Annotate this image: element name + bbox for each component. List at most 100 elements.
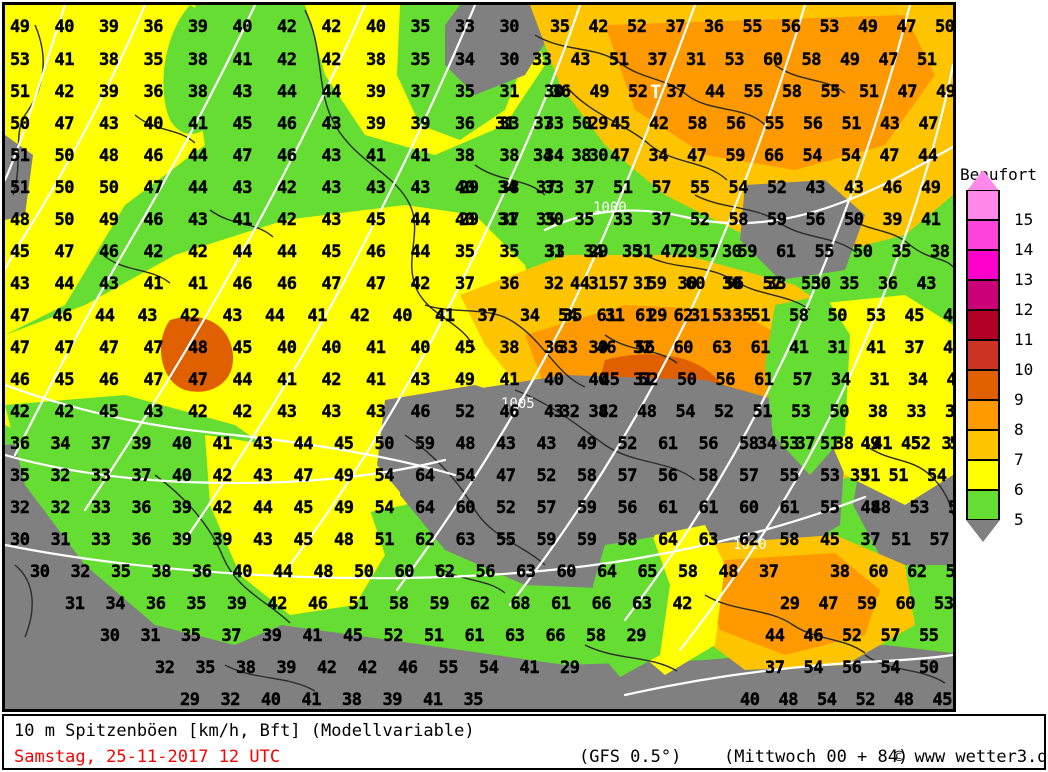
gust-value: 31 bbox=[65, 594, 85, 614]
gust-value: 43 bbox=[253, 434, 273, 454]
gust-value: 58 bbox=[801, 50, 821, 70]
gust-value: 65 bbox=[637, 562, 657, 582]
gust-value: 35 bbox=[143, 50, 163, 70]
gust-value: 56 bbox=[635, 338, 655, 358]
gust-value: 34 bbox=[831, 370, 851, 390]
gust-value: 46 bbox=[277, 114, 297, 134]
gust-value: 43 bbox=[321, 178, 341, 198]
wind-gust-field bbox=[5, 5, 953, 709]
gust-value: 60 bbox=[394, 562, 414, 582]
gust-value: 32 bbox=[155, 658, 175, 678]
legend-tick-12: 12 bbox=[1014, 300, 1034, 319]
gust-value: 31 bbox=[497, 210, 517, 230]
gust-value: 63 bbox=[516, 562, 536, 582]
gust-value: 54 bbox=[817, 690, 837, 709]
isobar-label-1010: 1010 bbox=[733, 537, 767, 553]
gust-value: 50 bbox=[54, 146, 74, 166]
legend-tick-10: 10 bbox=[1014, 360, 1034, 379]
gust-value: 63 bbox=[698, 530, 718, 550]
gust-value: 62 bbox=[739, 530, 759, 550]
gust-value: 53 bbox=[10, 50, 30, 70]
gust-value: 58 bbox=[739, 434, 759, 454]
gust-value: 46 bbox=[308, 594, 328, 614]
gust-value: 37 bbox=[666, 82, 686, 102]
gust-value: 42 bbox=[188, 402, 208, 422]
gust-value: 39 bbox=[172, 530, 192, 550]
gust-value: 58 bbox=[577, 466, 597, 486]
gust-value: 38 bbox=[834, 434, 854, 454]
gust-value: 40 bbox=[232, 562, 252, 582]
gust-value: 43 bbox=[253, 530, 273, 550]
gust-value: 46 bbox=[99, 242, 119, 262]
gust-value: 37 bbox=[131, 466, 151, 486]
gust-value: 61 bbox=[658, 498, 678, 518]
gust-value: 44 bbox=[410, 210, 430, 230]
gust-value: 52 bbox=[627, 17, 647, 37]
gust-value: 54 bbox=[802, 146, 822, 166]
gust-value: 42 bbox=[321, 50, 341, 70]
gust-value: 44 bbox=[277, 82, 297, 102]
gust-value: 63 bbox=[505, 626, 525, 646]
gust-value: 46 bbox=[499, 402, 519, 422]
gust-value: 32 bbox=[560, 402, 580, 422]
gust-value: 45 bbox=[232, 338, 252, 358]
gust-value: 37 bbox=[455, 274, 475, 294]
gust-value: 33 bbox=[532, 50, 552, 70]
gust-value: 37 bbox=[91, 434, 111, 454]
gust-value: 39 bbox=[212, 530, 232, 550]
gust-value: 29 bbox=[459, 210, 479, 230]
gust-value: 41 bbox=[921, 210, 941, 230]
gust-value: 46 bbox=[143, 146, 163, 166]
gust-value: 47 bbox=[10, 306, 30, 326]
gust-value: 57 bbox=[792, 370, 812, 390]
gust-value: 44 bbox=[277, 242, 297, 262]
gust-value: 47 bbox=[660, 242, 680, 262]
band-bft8-orange-ne bbox=[605, 15, 935, 170]
band-green-east bbox=[765, 295, 850, 475]
gust-value: 54 bbox=[728, 178, 748, 198]
gust-value: 48 bbox=[313, 562, 333, 582]
gust-value: 36 bbox=[551, 82, 571, 102]
gust-value: 51 bbox=[10, 82, 30, 102]
gust-value: 42 bbox=[143, 242, 163, 262]
gust-value: 57 bbox=[536, 498, 556, 518]
gust-value: 40 bbox=[232, 17, 252, 37]
gust-value: 57 bbox=[880, 626, 900, 646]
gust-value: 47 bbox=[188, 370, 208, 390]
gust-value: 45 bbox=[99, 402, 119, 422]
gust-value: 31 bbox=[869, 370, 889, 390]
gust-value: 38 bbox=[930, 242, 950, 262]
gust-value: 59 bbox=[577, 530, 597, 550]
gust-value: 46 bbox=[410, 402, 430, 422]
gust-value: 48 bbox=[99, 146, 119, 166]
gust-value: 37 bbox=[904, 338, 924, 358]
gust-value: 39 bbox=[262, 626, 282, 646]
gust-value: 51 bbox=[860, 466, 880, 486]
gust-value: 42 bbox=[188, 242, 208, 262]
gust-value: 49 bbox=[860, 434, 880, 454]
gust-value: 61 bbox=[754, 370, 774, 390]
gust-value: 37 bbox=[795, 434, 815, 454]
gust-value: 57 bbox=[617, 466, 637, 486]
gust-value: 37 bbox=[647, 50, 667, 70]
gust-value: 35 bbox=[574, 210, 594, 230]
legend-tick-9: 9 bbox=[1014, 390, 1024, 409]
gust-value: 64 bbox=[658, 530, 678, 550]
gust-value: 43 bbox=[496, 434, 516, 454]
gust-value: 58 bbox=[789, 306, 809, 326]
gust-value: 44 bbox=[410, 242, 430, 262]
gust-value: 55 bbox=[779, 466, 799, 486]
gust-value: 60 bbox=[455, 498, 475, 518]
gust-value: 55 bbox=[814, 242, 834, 262]
gust-value: 33 bbox=[558, 338, 578, 358]
gust-value: 47 bbox=[54, 338, 74, 358]
gust-value: 34 bbox=[544, 146, 564, 166]
gust-value: 53 bbox=[909, 498, 929, 518]
gust-value: 45 bbox=[904, 306, 924, 326]
gust-value: 62 bbox=[415, 530, 435, 550]
gust-value: 66 bbox=[764, 146, 784, 166]
gust-value: 44 bbox=[918, 146, 938, 166]
gust-value: 29 bbox=[180, 690, 200, 709]
gust-value: 42 bbox=[277, 50, 297, 70]
gust-value: 49 bbox=[577, 434, 597, 454]
